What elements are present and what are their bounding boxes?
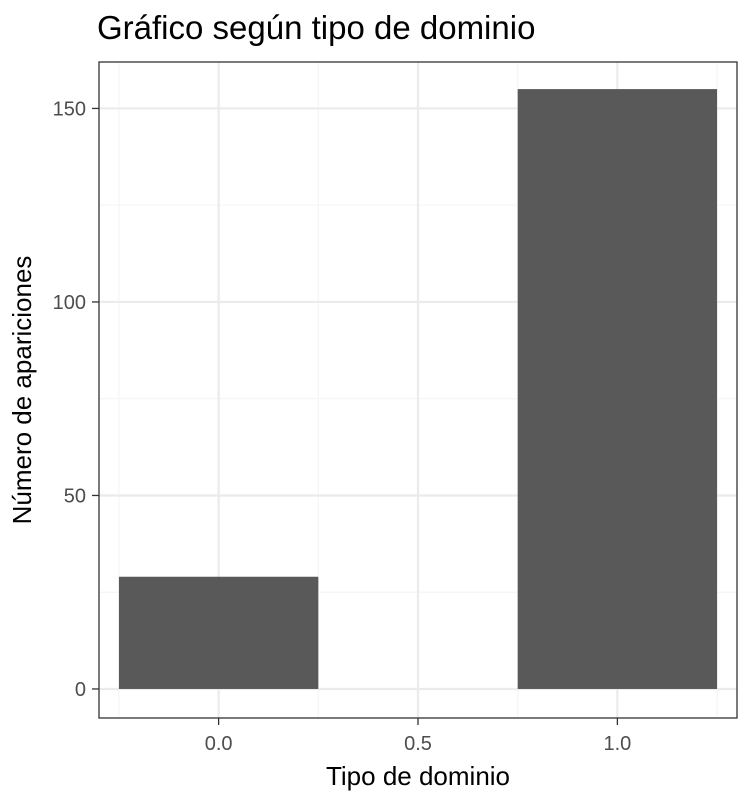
plot-panel	[98, 61, 738, 719]
x-axis-ticks: 0.0 0.5 1.0	[205, 718, 631, 755]
y-tick-label: 0	[75, 679, 86, 701]
chart-title: Gráfico según tipo de dominio	[97, 9, 535, 46]
bar	[517, 89, 718, 689]
x-tick-label: 0.5	[404, 733, 432, 755]
x-axis-title: Tipo de dominio	[326, 761, 510, 791]
bar	[118, 576, 319, 689]
y-axis-ticks: 0 50 100 150	[53, 98, 99, 701]
y-tick-label: 150	[53, 98, 86, 120]
y-axis-title: Número de apariciones	[7, 256, 37, 525]
x-tick-label: 1.0	[603, 733, 631, 755]
y-tick-label: 50	[64, 485, 86, 507]
bars	[118, 89, 718, 689]
x-tick-label: 0.0	[205, 733, 233, 755]
y-tick-label: 100	[53, 292, 86, 314]
